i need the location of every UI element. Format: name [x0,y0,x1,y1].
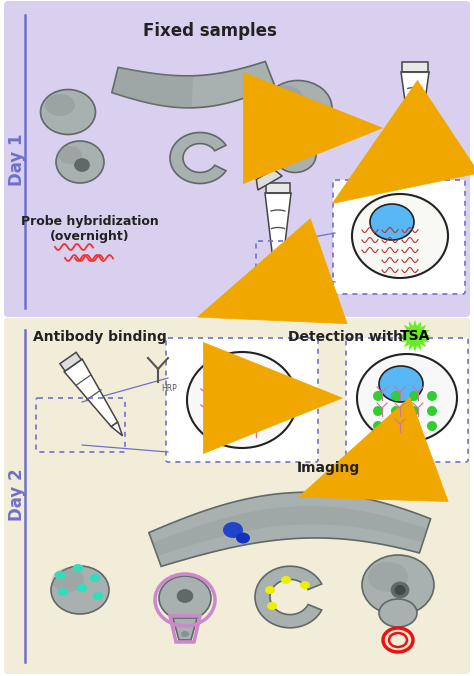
Ellipse shape [92,592,103,600]
Ellipse shape [274,137,316,172]
Polygon shape [60,352,81,371]
Polygon shape [256,170,282,190]
Text: TSA: TSA [400,329,430,343]
Ellipse shape [74,158,90,172]
Ellipse shape [373,406,383,416]
Text: Probe hybridization
(overnight): Probe hybridization (overnight) [21,215,159,243]
Polygon shape [402,62,428,72]
Text: Day 2: Day 2 [8,468,26,521]
Ellipse shape [357,354,457,442]
Ellipse shape [73,564,83,572]
Polygon shape [266,183,290,193]
Ellipse shape [427,421,437,431]
Ellipse shape [409,421,419,431]
Ellipse shape [427,391,437,401]
Polygon shape [401,72,429,137]
Ellipse shape [368,562,408,592]
Ellipse shape [290,111,306,125]
Ellipse shape [90,574,100,582]
Ellipse shape [52,568,84,592]
Polygon shape [173,618,197,640]
FancyBboxPatch shape [166,338,318,462]
Ellipse shape [58,146,82,164]
Ellipse shape [267,602,277,610]
Ellipse shape [427,406,437,416]
Text: Fixed samples: Fixed samples [143,22,277,40]
Ellipse shape [281,576,291,584]
Polygon shape [149,492,430,566]
Polygon shape [410,137,420,151]
Polygon shape [111,422,122,436]
Ellipse shape [373,391,383,401]
Ellipse shape [181,631,189,637]
Ellipse shape [159,576,211,620]
Ellipse shape [379,366,423,402]
Ellipse shape [274,141,296,159]
Polygon shape [273,263,283,277]
Ellipse shape [266,85,304,115]
FancyBboxPatch shape [4,318,470,674]
FancyBboxPatch shape [333,180,465,294]
Ellipse shape [391,406,401,416]
Polygon shape [112,68,193,108]
Ellipse shape [379,599,417,627]
Ellipse shape [223,522,243,538]
Ellipse shape [300,581,310,589]
Ellipse shape [56,141,104,183]
FancyBboxPatch shape [4,1,470,317]
Polygon shape [408,130,422,140]
Text: Detection with: Detection with [288,330,403,344]
Ellipse shape [264,80,332,135]
Ellipse shape [210,365,258,403]
Ellipse shape [236,533,250,544]
Ellipse shape [409,406,419,416]
Polygon shape [64,359,118,427]
Ellipse shape [55,571,65,579]
Ellipse shape [391,421,401,431]
Polygon shape [153,506,427,556]
Ellipse shape [352,194,448,278]
Text: Day 1: Day 1 [8,134,26,187]
Ellipse shape [370,204,414,240]
Text: HRP: HRP [161,384,177,393]
Ellipse shape [51,566,109,614]
FancyBboxPatch shape [346,338,468,462]
Text: Antibody binding: Antibody binding [33,330,167,344]
Ellipse shape [187,352,297,448]
Ellipse shape [409,391,419,401]
Ellipse shape [265,586,275,594]
Ellipse shape [394,585,405,595]
Ellipse shape [373,421,383,431]
Ellipse shape [57,588,69,596]
Polygon shape [112,62,275,108]
Ellipse shape [391,391,401,401]
Polygon shape [265,193,291,263]
Ellipse shape [177,589,193,602]
Ellipse shape [270,254,286,262]
Polygon shape [170,132,226,183]
Ellipse shape [76,584,88,592]
Ellipse shape [40,89,95,135]
Ellipse shape [362,555,434,615]
Text: Imaging: Imaging [297,461,360,475]
Ellipse shape [391,582,409,598]
Polygon shape [399,320,431,352]
Ellipse shape [45,94,75,116]
Polygon shape [255,566,322,628]
